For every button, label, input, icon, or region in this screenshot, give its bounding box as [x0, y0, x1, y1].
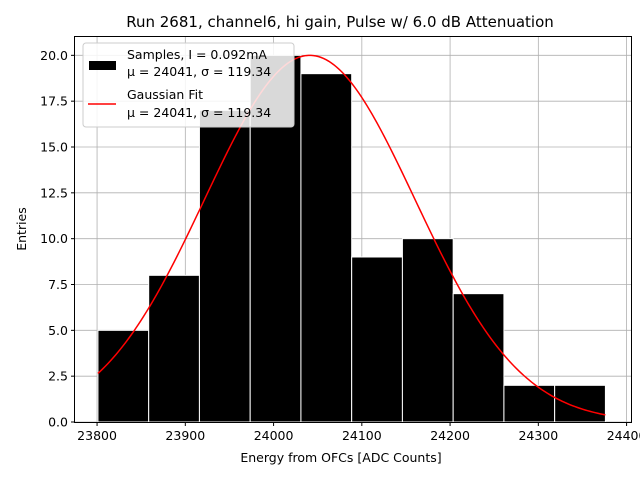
x-tick-label: 24300 — [518, 428, 558, 443]
x-tick-label: 24200 — [430, 428, 470, 443]
legend-box — [82, 42, 295, 128]
y-tick-label: 2.5 — [48, 369, 68, 384]
x-tick-label: 24000 — [254, 428, 294, 443]
y-tick-label: 20.0 — [40, 48, 68, 63]
histogram-bar — [401, 238, 454, 423]
y-tick-label: 15.0 — [40, 140, 68, 155]
histogram-bar — [554, 384, 606, 423]
x-axis-label: Energy from OFCs [ADC Counts] — [240, 450, 441, 465]
y-tick-label: 7.5 — [48, 277, 68, 292]
y-tick-label: 12.5 — [40, 185, 68, 200]
gaussian-fit-curve — [97, 54, 606, 416]
legend-samples-line2: μ = 24041, σ = 119.34 — [127, 64, 271, 79]
y-tick-label: 5.0 — [48, 323, 68, 338]
y-axis-label: Entries — [14, 207, 29, 251]
histogram-bar — [503, 384, 556, 423]
y-tick-label: 10.0 — [40, 231, 68, 246]
histogram-bar — [148, 274, 200, 423]
y-axis-ticks: 0.0 2.5 5.0 7.5 10.0 12.5 15.0 17.5 20.0 — [40, 48, 75, 430]
legend-fit-line1: Gaussian Fit — [127, 87, 203, 102]
x-tick-label: 23900 — [165, 428, 205, 443]
legend: Samples, I = 0.092mA μ = 24041, σ = 119.… — [82, 42, 295, 128]
histogram-bar — [97, 329, 150, 423]
x-tick-label: 24100 — [342, 428, 382, 443]
legend-fit-line2: μ = 24041, σ = 119.34 — [127, 105, 271, 120]
plot-frame — [74, 36, 632, 423]
x-tick-label: 23800 — [77, 428, 117, 443]
legend-samples-line1: Samples, I = 0.092mA — [127, 47, 267, 62]
histogram-bar — [452, 293, 505, 423]
y-tick-label: 0.0 — [48, 415, 68, 430]
y-tick-label: 17.5 — [40, 94, 68, 109]
histogram-bar — [300, 73, 353, 423]
histogram-bar — [351, 256, 403, 423]
chart-title: Run 2681, channel6, hi gain, Pulse w/ 6.… — [126, 13, 554, 31]
legend-swatch-samples — [89, 61, 116, 70]
